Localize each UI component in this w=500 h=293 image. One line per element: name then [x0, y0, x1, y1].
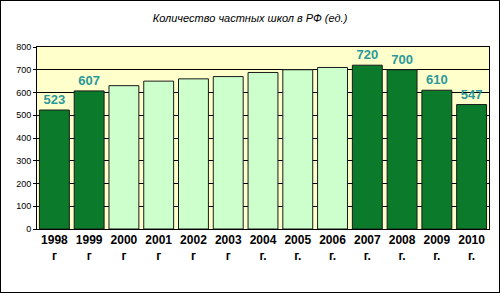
- svg-text:720: 720: [356, 47, 378, 62]
- svg-text:547: 547: [461, 87, 483, 102]
- svg-text:0: 0: [26, 224, 31, 234]
- svg-text:2002г: 2002г: [180, 233, 207, 263]
- svg-text:1999г: 1999г: [76, 233, 103, 263]
- svg-text:610: 610: [426, 72, 448, 87]
- svg-text:200: 200: [16, 179, 31, 189]
- svg-text:700: 700: [16, 65, 31, 75]
- svg-text:2004г.: 2004г.: [250, 233, 277, 263]
- svg-text:500: 500: [16, 110, 31, 120]
- svg-text:600: 600: [16, 88, 31, 98]
- svg-text:2003г: 2003г: [215, 233, 242, 263]
- svg-text:800: 800: [16, 42, 31, 52]
- svg-text:100: 100: [16, 201, 31, 211]
- svg-text:300: 300: [16, 156, 31, 166]
- svg-text:700: 700: [391, 52, 413, 67]
- svg-text:523: 523: [44, 92, 66, 107]
- svg-text:2010г.: 2010г.: [458, 233, 485, 263]
- svg-text:607: 607: [78, 73, 100, 88]
- svg-text:Количество частных школ в РФ (: Количество частных школ в РФ (ед.): [153, 12, 348, 24]
- svg-text:400: 400: [16, 133, 31, 143]
- svg-text:1998г: 1998г: [41, 233, 68, 263]
- svg-text:2007г.: 2007г.: [354, 233, 381, 263]
- svg-text:2001г: 2001г: [145, 233, 172, 263]
- svg-text:2009г.: 2009г.: [423, 233, 450, 263]
- svg-text:2005г.: 2005г.: [284, 233, 311, 263]
- svg-text:2006г.: 2006г.: [319, 233, 346, 263]
- svg-text:2008г.: 2008г.: [389, 233, 416, 263]
- svg-text:2000г: 2000г: [111, 233, 138, 263]
